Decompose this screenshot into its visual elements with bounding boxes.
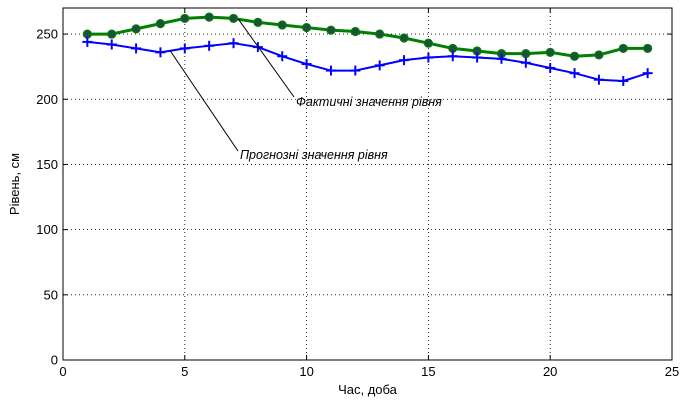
data-point-actual [131,24,141,34]
data-point-forecast [301,59,312,70]
data-point-actual [594,50,604,60]
data-point-forecast [82,36,93,47]
y-tick-label: 200 [36,92,58,107]
data-point-forecast [642,68,653,79]
data-point-actual [569,51,580,61]
series-layer [82,12,653,87]
x-tick-label: 15 [421,364,435,379]
data-point-forecast [472,52,483,63]
axis-ticks [62,8,673,361]
y-tick-label: 250 [36,27,58,42]
data-point-forecast [374,60,385,71]
data-point-forecast [325,65,336,76]
data-point-actual [155,19,166,29]
data-point-actual [228,13,239,24]
data-point-forecast [179,43,190,54]
data-point-actual [277,20,287,30]
data-point-forecast [618,76,629,87]
data-point-actual [326,25,336,35]
annotation-forecast: Прогнозні значення рівня [240,148,388,162]
data-point-actual [302,22,312,33]
data-point-actual [448,43,458,54]
grid [63,8,672,360]
x-tick-label: 5 [181,364,188,379]
y-axis-label: Рівень, см [7,153,22,215]
data-point-forecast [520,57,531,68]
y-tick-label: 100 [36,222,58,237]
data-point-actual [375,29,385,39]
y-tick-labels: 0 50 100 150 200 250 [36,27,58,368]
y-tick-label: 150 [36,157,58,172]
data-point-forecast [569,68,580,79]
x-tick-label: 0 [59,364,66,379]
data-point-forecast [545,62,556,73]
x-axis-label: Час, доба [338,382,398,397]
data-point-forecast [399,55,410,66]
data-point-forecast [277,51,288,62]
data-point-actual [253,17,263,27]
data-point-forecast [593,74,604,85]
data-point-forecast [350,65,361,76]
data-point-actual [643,43,653,54]
data-point-forecast [155,47,166,58]
data-point-actual [618,43,628,54]
annotation-leader-forecast [169,50,239,152]
data-point-actual [399,33,409,43]
data-point-forecast [228,38,239,49]
data-point-actual [423,38,433,48]
y-tick-label: 0 [51,353,58,368]
data-point-forecast [131,43,142,54]
data-point-actual [521,49,531,59]
plot-frame [62,7,673,361]
data-point-actual [350,26,360,37]
series-line-forecast [87,40,648,83]
x-tick-label: 25 [665,364,679,379]
data-point-actual [204,12,214,22]
annotation-actual: Фактичні значення рівня [296,95,442,109]
data-point-forecast [204,40,215,51]
x-tick-labels: 0 5 10 15 20 25 [59,364,679,379]
x-tick-label: 20 [543,364,557,379]
annotation-leader-actual [237,18,295,98]
data-point-actual [180,13,190,24]
data-point-forecast [106,39,117,50]
data-point-actual [545,47,555,57]
data-point-forecast [447,51,458,62]
data-point-actual [82,29,92,39]
data-point-forecast [423,52,434,63]
annotations: Фактичні значення рівня Прогнозні значен… [169,18,442,162]
y-tick-label: 50 [44,287,58,302]
data-point-actual [107,29,117,39]
data-point-forecast [496,53,507,64]
x-tick-label: 10 [299,364,313,379]
